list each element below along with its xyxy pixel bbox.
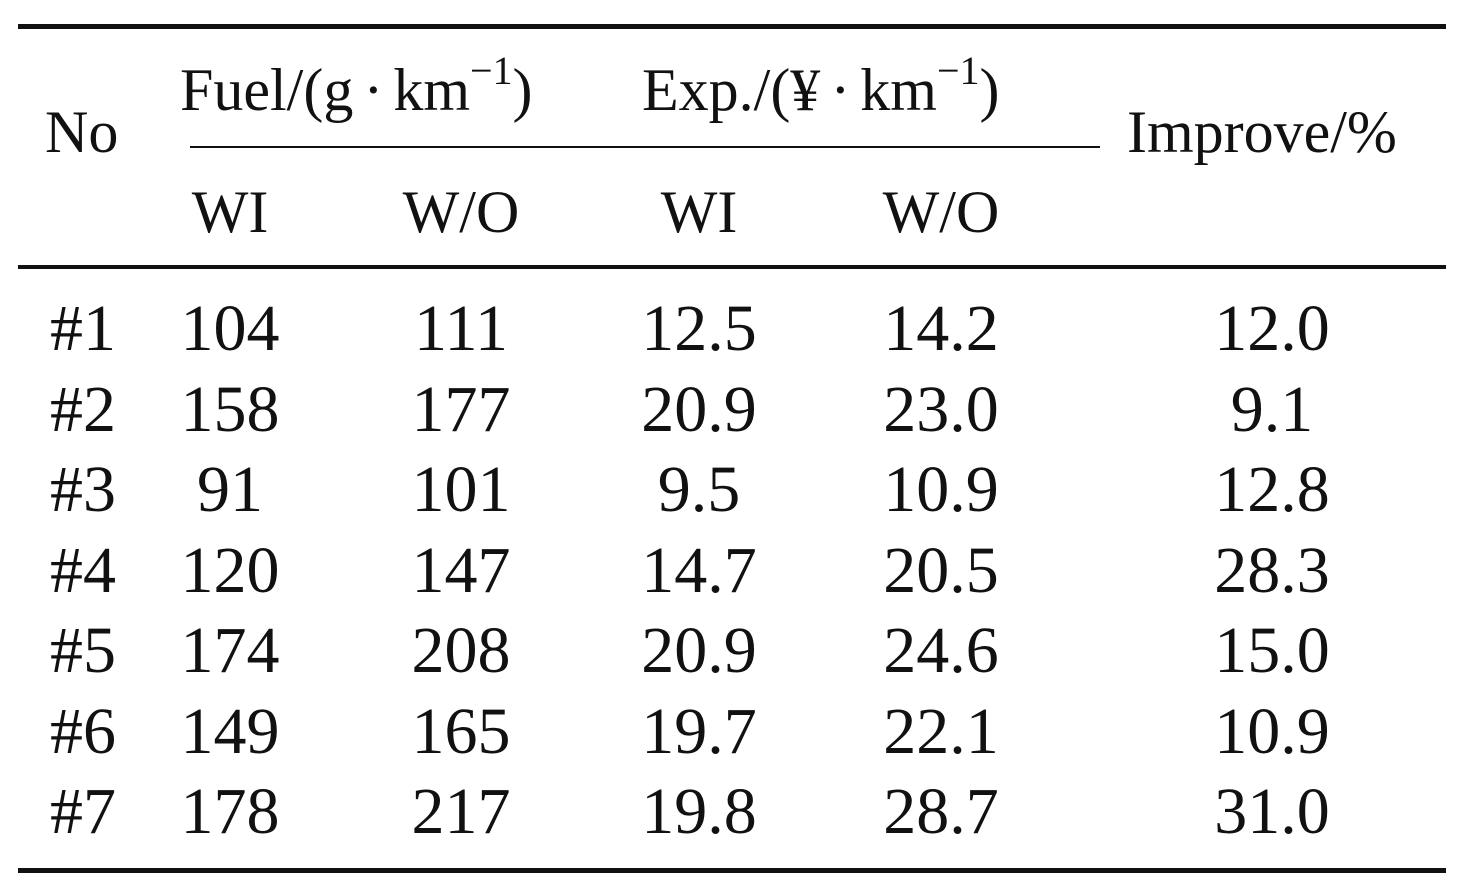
cell-expense-wi: 9.5 (657, 453, 741, 526)
header-bottom-rule (18, 265, 1446, 269)
cell-no: #3 (50, 453, 116, 526)
fuel-header-suffix: ) (512, 57, 533, 123)
cell-no: #1 (50, 292, 116, 365)
cell-fuel-wo: 111 (413, 292, 509, 365)
column-header-improve: Improve/% (1127, 99, 1397, 165)
cell-no: #2 (50, 373, 116, 446)
expense-header-dot: · (830, 57, 851, 123)
cell-fuel-wi: 120 (180, 534, 280, 607)
cell-fuel-wo: 177 (411, 373, 511, 446)
group-header-rule (190, 146, 1100, 148)
cell-expense-wo: 10.9 (883, 453, 999, 526)
column-group-expense: Exp./(¥ · km−1) (642, 51, 1000, 123)
cell-fuel-wi: 178 (180, 775, 280, 848)
cell-fuel-wo: 165 (411, 695, 511, 768)
cell-no: #6 (50, 695, 116, 768)
cell-expense-wo: 20.5 (883, 534, 999, 607)
cell-expense-wi: 12.5 (641, 292, 757, 365)
cell-improve: 15.0 (1214, 614, 1330, 687)
subheader-fuel-wo: W/O (402, 179, 520, 245)
cell-expense-wo: 28.7 (883, 775, 999, 848)
fuel-header-prefix: Fuel/(g (180, 57, 354, 123)
cell-expense-wo: 24.6 (883, 614, 999, 687)
fuel-header-unit: km (393, 57, 470, 123)
cell-fuel-wi: 104 (180, 292, 280, 365)
cell-improve: 12.8 (1214, 453, 1330, 526)
subheader-expense-wo: W/O (882, 179, 1000, 245)
cell-expense-wo: 23.0 (883, 373, 999, 446)
column-group-fuel: Fuel/(g · km−1) (180, 51, 533, 123)
expense-header-prefix: Exp./(¥ (642, 57, 821, 123)
cell-expense-wi: 14.7 (641, 534, 757, 607)
cell-fuel-wi: 174 (180, 614, 280, 687)
cell-expense-wi: 20.9 (641, 373, 757, 446)
cell-improve: 9.1 (1230, 373, 1314, 446)
fuel-header-exponent: −1 (469, 48, 513, 93)
cell-fuel-wo: 101 (411, 453, 511, 526)
subheader-expense-wi: WI (660, 179, 738, 245)
cell-expense-wi: 20.9 (641, 614, 757, 687)
cell-fuel-wi: 91 (197, 453, 263, 526)
cell-improve: 31.0 (1214, 775, 1330, 848)
expense-header-suffix: ) (979, 57, 1000, 123)
expense-header-unit: km (860, 57, 937, 123)
cell-fuel-wo: 208 (411, 614, 511, 687)
cell-expense-wo: 22.1 (883, 695, 999, 768)
top-rule (18, 24, 1446, 29)
cell-fuel-wo: 217 (411, 775, 511, 848)
cell-improve: 28.3 (1214, 534, 1330, 607)
cell-no: #5 (50, 614, 116, 687)
cell-no: #4 (50, 534, 116, 607)
column-header-no: No (45, 99, 119, 165)
cell-fuel-wo: 147 (411, 534, 511, 607)
cell-expense-wi: 19.8 (641, 775, 757, 848)
bottom-rule (18, 868, 1446, 873)
cell-improve: 12.0 (1214, 292, 1330, 365)
cell-improve: 10.9 (1214, 695, 1330, 768)
cell-no: #7 (50, 775, 116, 848)
expense-header-exponent: −1 (936, 48, 980, 93)
fuel-header-dot: · (363, 57, 384, 123)
subheader-fuel-wi: WI (191, 179, 269, 245)
cell-expense-wi: 19.7 (641, 695, 757, 768)
cell-fuel-wi: 158 (180, 373, 280, 446)
cell-fuel-wi: 149 (180, 695, 280, 768)
cell-expense-wo: 14.2 (883, 292, 999, 365)
